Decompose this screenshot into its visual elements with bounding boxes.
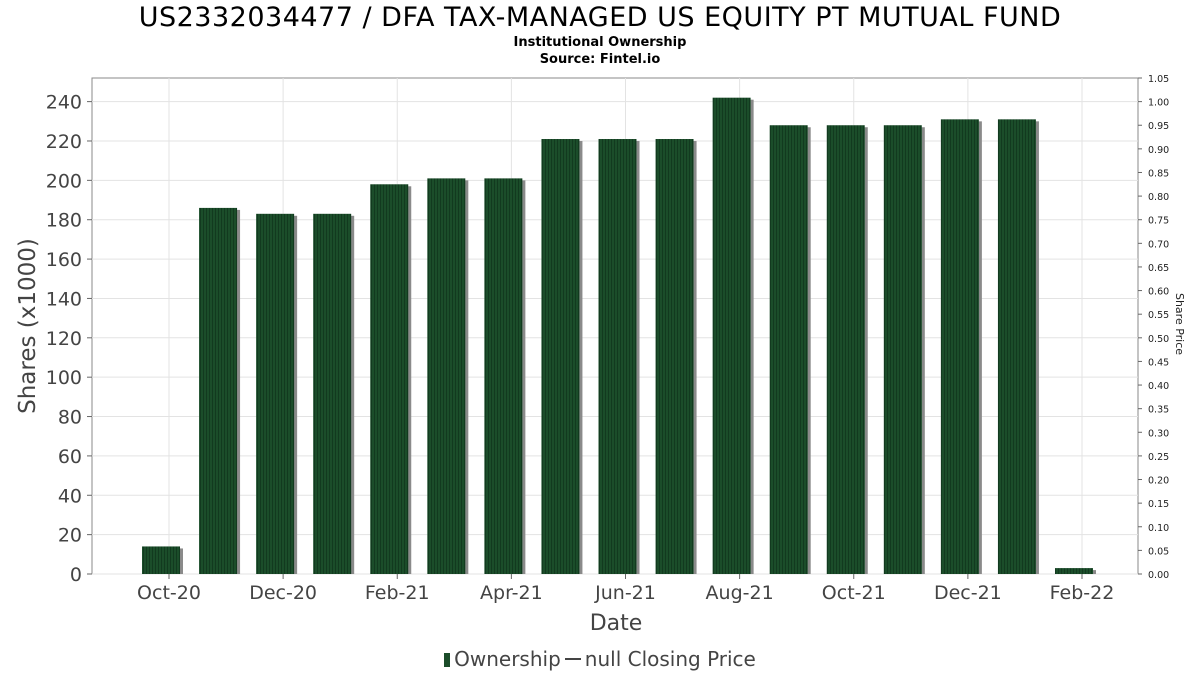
chart-title: US2332034477 / DFA TAX-MANAGED US EQUITY…	[138, 2, 1062, 33]
y-tick-label: 0	[70, 564, 82, 586]
y2-axis-label: Share Price	[1173, 293, 1186, 355]
bar	[199, 207, 238, 574]
x-tick-label: Apr-21	[480, 582, 543, 604]
y2-tick-label: 0.20	[1148, 476, 1169, 487]
x-axis-label: Date	[590, 611, 643, 636]
bar	[256, 213, 295, 575]
y2-tick-label: 0.75	[1148, 216, 1169, 227]
y2-tick-label: 0.80	[1148, 192, 1169, 203]
y2-tick-label: 0.65	[1148, 263, 1169, 274]
y2-tick-label: 0.05	[1148, 546, 1169, 557]
bar	[142, 546, 180, 574]
y2-tick-label: 0.60	[1148, 287, 1169, 298]
bar	[1055, 568, 1093, 574]
y2-tick-label: 0.30	[1148, 428, 1169, 439]
y2-tick-label: 1.00	[1148, 98, 1169, 109]
bar	[826, 125, 865, 574]
y-axis-label: Shares (x1000)	[15, 238, 41, 414]
y2-tick-label: 1.05	[1148, 74, 1169, 85]
y2-tick-label: 0.50	[1148, 334, 1169, 345]
x-tick-label: Oct-20	[137, 582, 201, 604]
x-tick-label: Dec-21	[934, 582, 1002, 604]
bar	[541, 139, 580, 574]
chart-source: Source: Fintel.io	[539, 52, 661, 67]
bar	[313, 213, 352, 575]
y-tick-label: 160	[46, 249, 82, 271]
y2-tick-label: 0.40	[1148, 381, 1169, 392]
y-tick-label: 140	[46, 288, 82, 310]
ownership-swatch-icon	[444, 653, 451, 667]
y-tick-label: 80	[58, 407, 82, 429]
y2-tick-label: 0.25	[1148, 452, 1169, 463]
y-tick-label: 220	[46, 131, 82, 153]
y2-tick-label: 0.90	[1148, 145, 1169, 156]
y-tick-label: 100	[46, 367, 82, 389]
y2-tick-label: 0.55	[1148, 310, 1169, 321]
bar	[484, 178, 523, 574]
y-tick-label: 240	[46, 92, 82, 114]
x-tick-label: Aug-21	[706, 582, 774, 604]
y2-tick-label: 0.00	[1148, 570, 1169, 581]
x-tick-label: Dec-20	[249, 582, 317, 604]
bar	[598, 139, 637, 574]
price-line-swatch-icon	[564, 658, 581, 660]
y-tick-label: 120	[46, 328, 82, 350]
y2-tick-label: 0.15	[1148, 499, 1169, 510]
legend: Ownership null Closing Price	[0, 647, 1200, 671]
bar	[370, 184, 409, 575]
chart-subtitle: Institutional Ownership	[513, 35, 687, 50]
y-tick-label: 20	[58, 525, 82, 547]
y-tick-label: 200	[46, 170, 82, 192]
bar	[883, 125, 922, 574]
y2-tick-label: 0.10	[1148, 523, 1169, 534]
y2-tick-label: 0.70	[1148, 239, 1169, 250]
bar	[655, 139, 694, 574]
y2-tick-label: 0.95	[1148, 121, 1169, 132]
x-tick-label: Oct-21	[822, 582, 886, 604]
y2-tick-label: 0.35	[1148, 405, 1169, 416]
bar	[997, 119, 1036, 574]
y-tick-label: 180	[46, 210, 82, 232]
legend-ownership: Ownership	[454, 647, 561, 671]
y-tick-label: 60	[58, 446, 82, 468]
y-tick-label: 40	[58, 485, 82, 507]
bar	[940, 119, 979, 574]
bar	[712, 97, 751, 574]
x-tick-label: Feb-21	[365, 582, 430, 604]
bar	[769, 125, 808, 574]
bar	[427, 178, 466, 574]
y2-tick-label: 0.45	[1148, 357, 1169, 368]
x-tick-label: Jun-21	[594, 582, 656, 604]
legend-closing-price: null Closing Price	[584, 647, 756, 671]
x-tick-label: Feb-22	[1050, 582, 1115, 604]
y2-tick-label: 0.85	[1148, 168, 1169, 179]
